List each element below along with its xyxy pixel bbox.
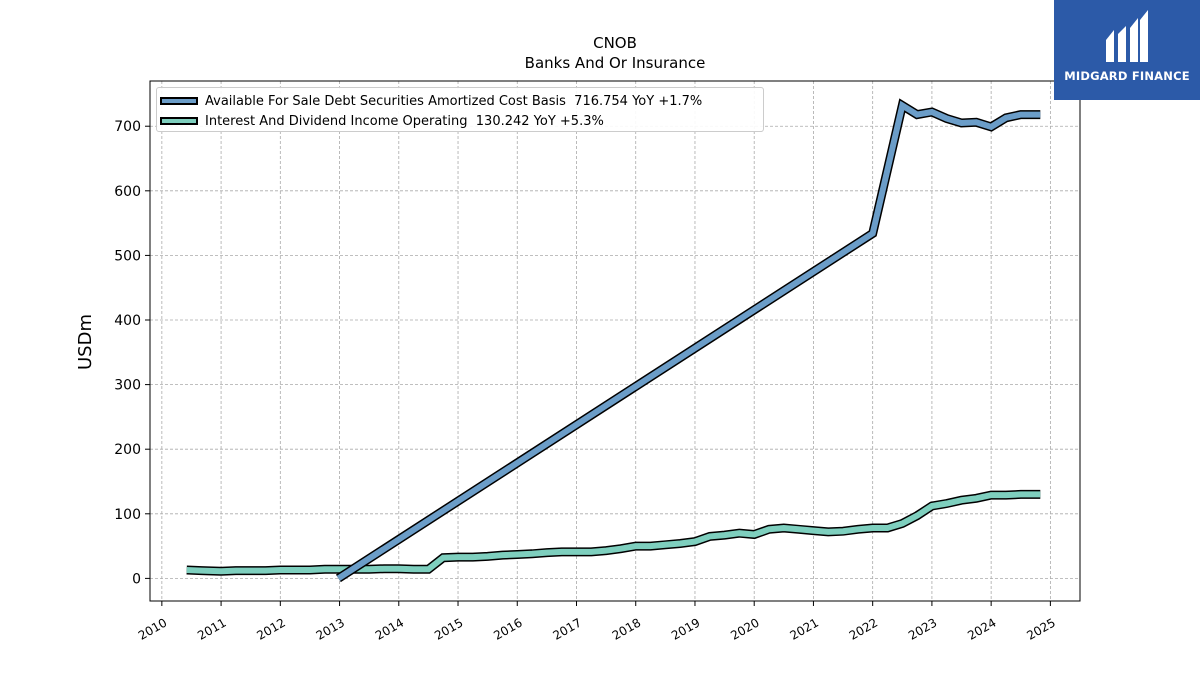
legend-swatch-interest bbox=[160, 117, 198, 125]
series-line-interest-and-dividend-income-operating bbox=[186, 491, 1041, 575]
y-tick-label: 100 bbox=[114, 507, 141, 523]
y-tick-label: 200 bbox=[114, 442, 141, 458]
x-tick-label: 2012 bbox=[254, 615, 287, 642]
x-tick-label: 2017 bbox=[551, 615, 584, 642]
brand-name: MIDGARD FINANCE bbox=[1064, 69, 1190, 83]
series-layer bbox=[186, 98, 1041, 583]
y-tick-label: 500 bbox=[114, 248, 141, 264]
x-tick-label: 2023 bbox=[906, 615, 939, 642]
legend-swatch-afs bbox=[160, 97, 198, 105]
y-tick-label: 300 bbox=[114, 378, 141, 394]
x-tick-label: 2013 bbox=[314, 615, 347, 642]
y-tick-label: 0 bbox=[132, 571, 141, 587]
x-tick-label: 2015 bbox=[432, 615, 465, 642]
x-tick-label: 2018 bbox=[610, 615, 643, 642]
x-tick-label: 2025 bbox=[1024, 615, 1057, 642]
x-axis: 2010 2011 2012 2013 2014 2015 2016 2017 2018 2019… bbox=[136, 601, 1058, 643]
series-outline-interest-and-dividend-income-operating bbox=[186, 489, 1041, 576]
series-line-available-for-sale-debt-securities-amortized-cost-basis bbox=[336, 100, 1041, 581]
y-axis-label: USDm bbox=[75, 314, 96, 370]
x-tick-label: 2022 bbox=[847, 615, 880, 642]
legend-item: Interest And Dividend Income Operating 1… bbox=[157, 112, 604, 130]
gridlines bbox=[150, 81, 1080, 601]
x-tick-label: 2010 bbox=[136, 615, 169, 642]
y-tick-label: 600 bbox=[114, 184, 141, 200]
chart-title: CNOB bbox=[593, 34, 637, 52]
plot-frame bbox=[149, 80, 1081, 602]
x-tick-label: 2014 bbox=[373, 615, 406, 642]
chart-subtitle: Banks And Or Insurance bbox=[525, 54, 706, 72]
logo-mark-icon bbox=[1106, 10, 1148, 62]
legend-label-afs: Available For Sale Debt Securities Amort… bbox=[205, 93, 703, 109]
y-tick-label: 700 bbox=[114, 119, 141, 135]
y-tick-label: 400 bbox=[114, 313, 141, 329]
legend-label-interest: Interest And Dividend Income Operating 1… bbox=[205, 113, 604, 129]
x-tick-label: 2016 bbox=[491, 615, 524, 642]
brand-logo: MIDGARD FINANCE bbox=[1054, 0, 1200, 100]
x-tick-label: 2021 bbox=[787, 615, 820, 642]
y-axis: 0 100 200 300 400 500 600 700 bbox=[114, 119, 150, 587]
x-tick-label: 2011 bbox=[195, 615, 228, 642]
x-tick-label: 2020 bbox=[728, 615, 761, 642]
x-tick-label: 2019 bbox=[669, 615, 702, 642]
legend-item: Available For Sale Debt Securities Amort… bbox=[157, 92, 702, 110]
x-tick-label: 2024 bbox=[965, 615, 998, 642]
legend: Available For Sale Debt Securities Amort… bbox=[156, 87, 764, 132]
